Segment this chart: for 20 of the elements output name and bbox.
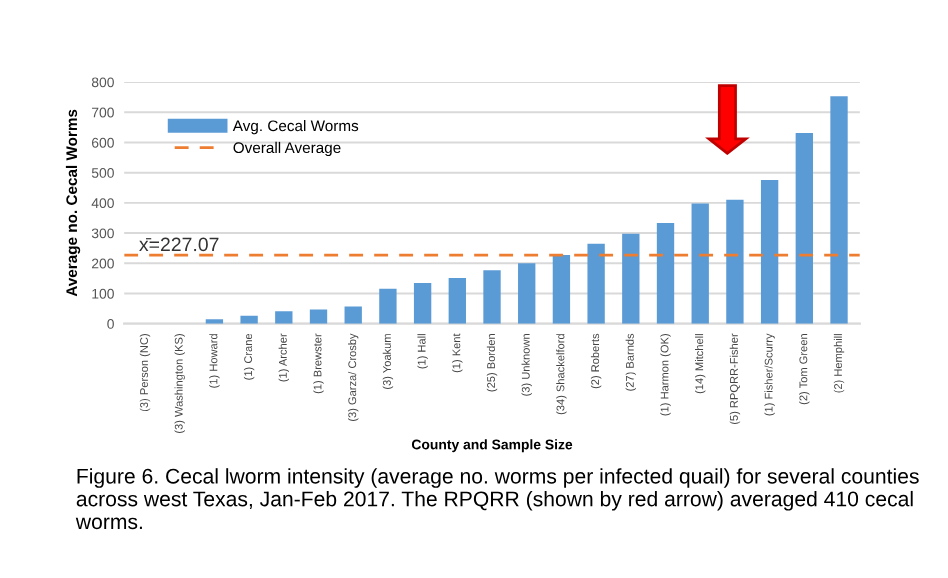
bar	[622, 233, 640, 324]
bar	[275, 311, 293, 324]
bar	[691, 203, 709, 324]
bar	[379, 288, 397, 324]
bar	[830, 96, 848, 324]
bar	[726, 199, 744, 324]
bar	[309, 309, 328, 324]
caption: Figure 6. Cecal lworm intensity (average no. worms per infected quail) for several counties across west Texas, Jan-Feb 2017. The RPQRR (shown by red arrow) averaged 410 cecal worms.	[75, 468, 919, 530]
bar	[518, 263, 536, 324]
bar	[760, 179, 779, 324]
bar	[795, 133, 813, 324]
bar	[483, 270, 501, 324]
bar	[344, 306, 362, 324]
annotation: x̄=227.07	[139, 237, 219, 252]
bar	[656, 223, 675, 324]
bar	[448, 278, 466, 324]
bar	[552, 255, 571, 324]
bar	[240, 315, 258, 324]
bar	[413, 282, 432, 324]
bar	[587, 243, 605, 324]
